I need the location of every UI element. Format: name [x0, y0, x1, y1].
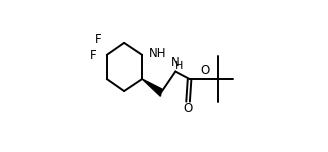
Text: O: O	[183, 102, 193, 115]
Text: F: F	[95, 33, 101, 46]
Text: H: H	[175, 61, 184, 71]
Text: NH: NH	[149, 47, 166, 60]
Text: O: O	[200, 64, 209, 77]
Polygon shape	[142, 79, 162, 96]
Text: F: F	[90, 49, 96, 62]
Text: N: N	[171, 56, 180, 69]
